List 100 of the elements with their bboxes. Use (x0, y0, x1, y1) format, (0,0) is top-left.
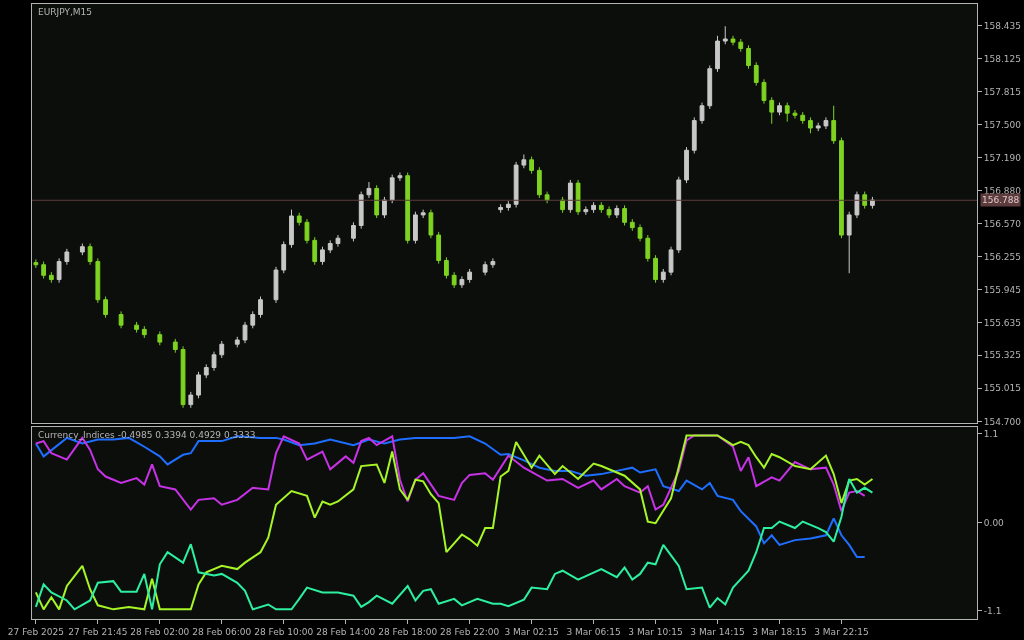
candlestick (784, 102, 790, 123)
candlestick (606, 205, 612, 219)
y-tick-label: 155.945 (983, 284, 1022, 295)
candlestick (846, 211, 852, 274)
candlestick (118, 310, 124, 329)
candlestick (428, 209, 434, 239)
candlestick (800, 111, 806, 125)
y-tick-label: 158.435 (983, 20, 1022, 31)
candlestick (56, 257, 62, 284)
candlestick (746, 44, 751, 70)
x-tick-label: 3 Mar 18:15 (752, 626, 807, 637)
candlestick (327, 239, 333, 254)
candlestick (180, 345, 186, 409)
candlestick (335, 234, 341, 248)
x-tick-label: 3 Mar 14:15 (690, 626, 745, 637)
y-tick-label: 154.700 (983, 416, 1022, 427)
candlestick (792, 109, 798, 119)
candlestick (188, 391, 194, 409)
y-tick-label: 155.015 (983, 383, 1022, 394)
x-tick-label: 28 Feb 22:00 (440, 626, 500, 637)
candlestick (420, 209, 426, 219)
candlestick (41, 261, 47, 279)
candlestick (854, 191, 860, 219)
candlestick (366, 181, 372, 199)
candlestick (87, 243, 93, 266)
candlestick (676, 176, 682, 254)
candlestick (157, 330, 163, 346)
candlestick (583, 205, 589, 216)
chart-title: EURJPY,M15 (38, 7, 92, 17)
candlestick (79, 243, 85, 256)
candlestick (413, 211, 418, 245)
x-tick-label: 3 Mar 22:15 (814, 626, 869, 637)
candlestick (645, 234, 651, 263)
candlestick (95, 257, 101, 304)
candlestick (614, 204, 620, 219)
candlestick (203, 363, 209, 379)
x-tick-label: 28 Feb 10:00 (254, 626, 314, 637)
candlestick (451, 271, 457, 289)
candlestick (211, 351, 217, 372)
candlestick (691, 116, 697, 154)
candlestick (250, 310, 256, 329)
candlestick (273, 266, 279, 304)
candlestick (258, 296, 263, 319)
candlestick (761, 78, 767, 105)
candlestick (591, 201, 596, 214)
candlestick (815, 122, 821, 132)
candlestick (839, 137, 844, 239)
y-tick-label: 156.255 (983, 251, 1022, 262)
candlestick (536, 166, 542, 199)
candlestick (242, 321, 248, 344)
candlestick (389, 174, 395, 204)
y-tick-label: 158.125 (983, 53, 1022, 64)
candlestick (544, 191, 550, 204)
candlestick (653, 254, 658, 284)
candlestick (660, 268, 666, 284)
y-tick-label: 155.325 (983, 350, 1022, 361)
candlestick (459, 275, 465, 289)
candlestick (219, 340, 225, 359)
y-tick-label: 156.570 (983, 218, 1022, 229)
candlestick (831, 105, 837, 145)
candlestick (862, 191, 868, 210)
x-tick-label: 27 Feb 2025 (7, 626, 64, 637)
x-tick-label: 28 Feb 02:00 (130, 626, 190, 637)
candlestick (629, 218, 635, 232)
y-tick-label: 1.1 (983, 429, 999, 440)
candlestick (823, 116, 829, 130)
candlestick (48, 271, 54, 284)
y-tick-label: 157.815 (983, 86, 1022, 97)
candlestick (684, 146, 689, 184)
candlestick (196, 371, 201, 399)
x-tick-label: 28 Feb 06:00 (192, 626, 252, 637)
ref-line-label: 156.788 (982, 195, 1020, 205)
x-tick-label: 27 Feb 21:45 (68, 626, 128, 637)
candlestick (769, 96, 775, 125)
candlestick (397, 172, 403, 182)
x-tick-label: 28 Feb 18:00 (378, 626, 438, 637)
candlestick (33, 258, 39, 269)
y-tick-label: 0.00 (983, 517, 1005, 528)
candlestick (777, 102, 782, 116)
candlestick (668, 246, 674, 276)
candlestick (134, 321, 139, 334)
candlestick (374, 184, 380, 219)
candlestick (753, 61, 759, 87)
candlestick (598, 201, 604, 214)
candlestick (405, 172, 411, 245)
candlestick (482, 261, 488, 276)
x-tick-label: 3 Mar 06:15 (566, 626, 621, 637)
y-tick-label: 157.500 (983, 119, 1022, 130)
candlestick (622, 204, 627, 227)
candlestick (382, 196, 387, 219)
candlestick (699, 102, 705, 125)
candlestick (289, 209, 294, 249)
y-tick-label: 155.635 (983, 317, 1022, 328)
candlestick (808, 116, 813, 134)
line-series (34, 477, 874, 611)
candlestick (64, 248, 70, 266)
candlestick (490, 257, 496, 269)
candlestick (358, 191, 364, 230)
y-tick-label: 157.190 (983, 152, 1022, 163)
candlestick (707, 64, 713, 110)
